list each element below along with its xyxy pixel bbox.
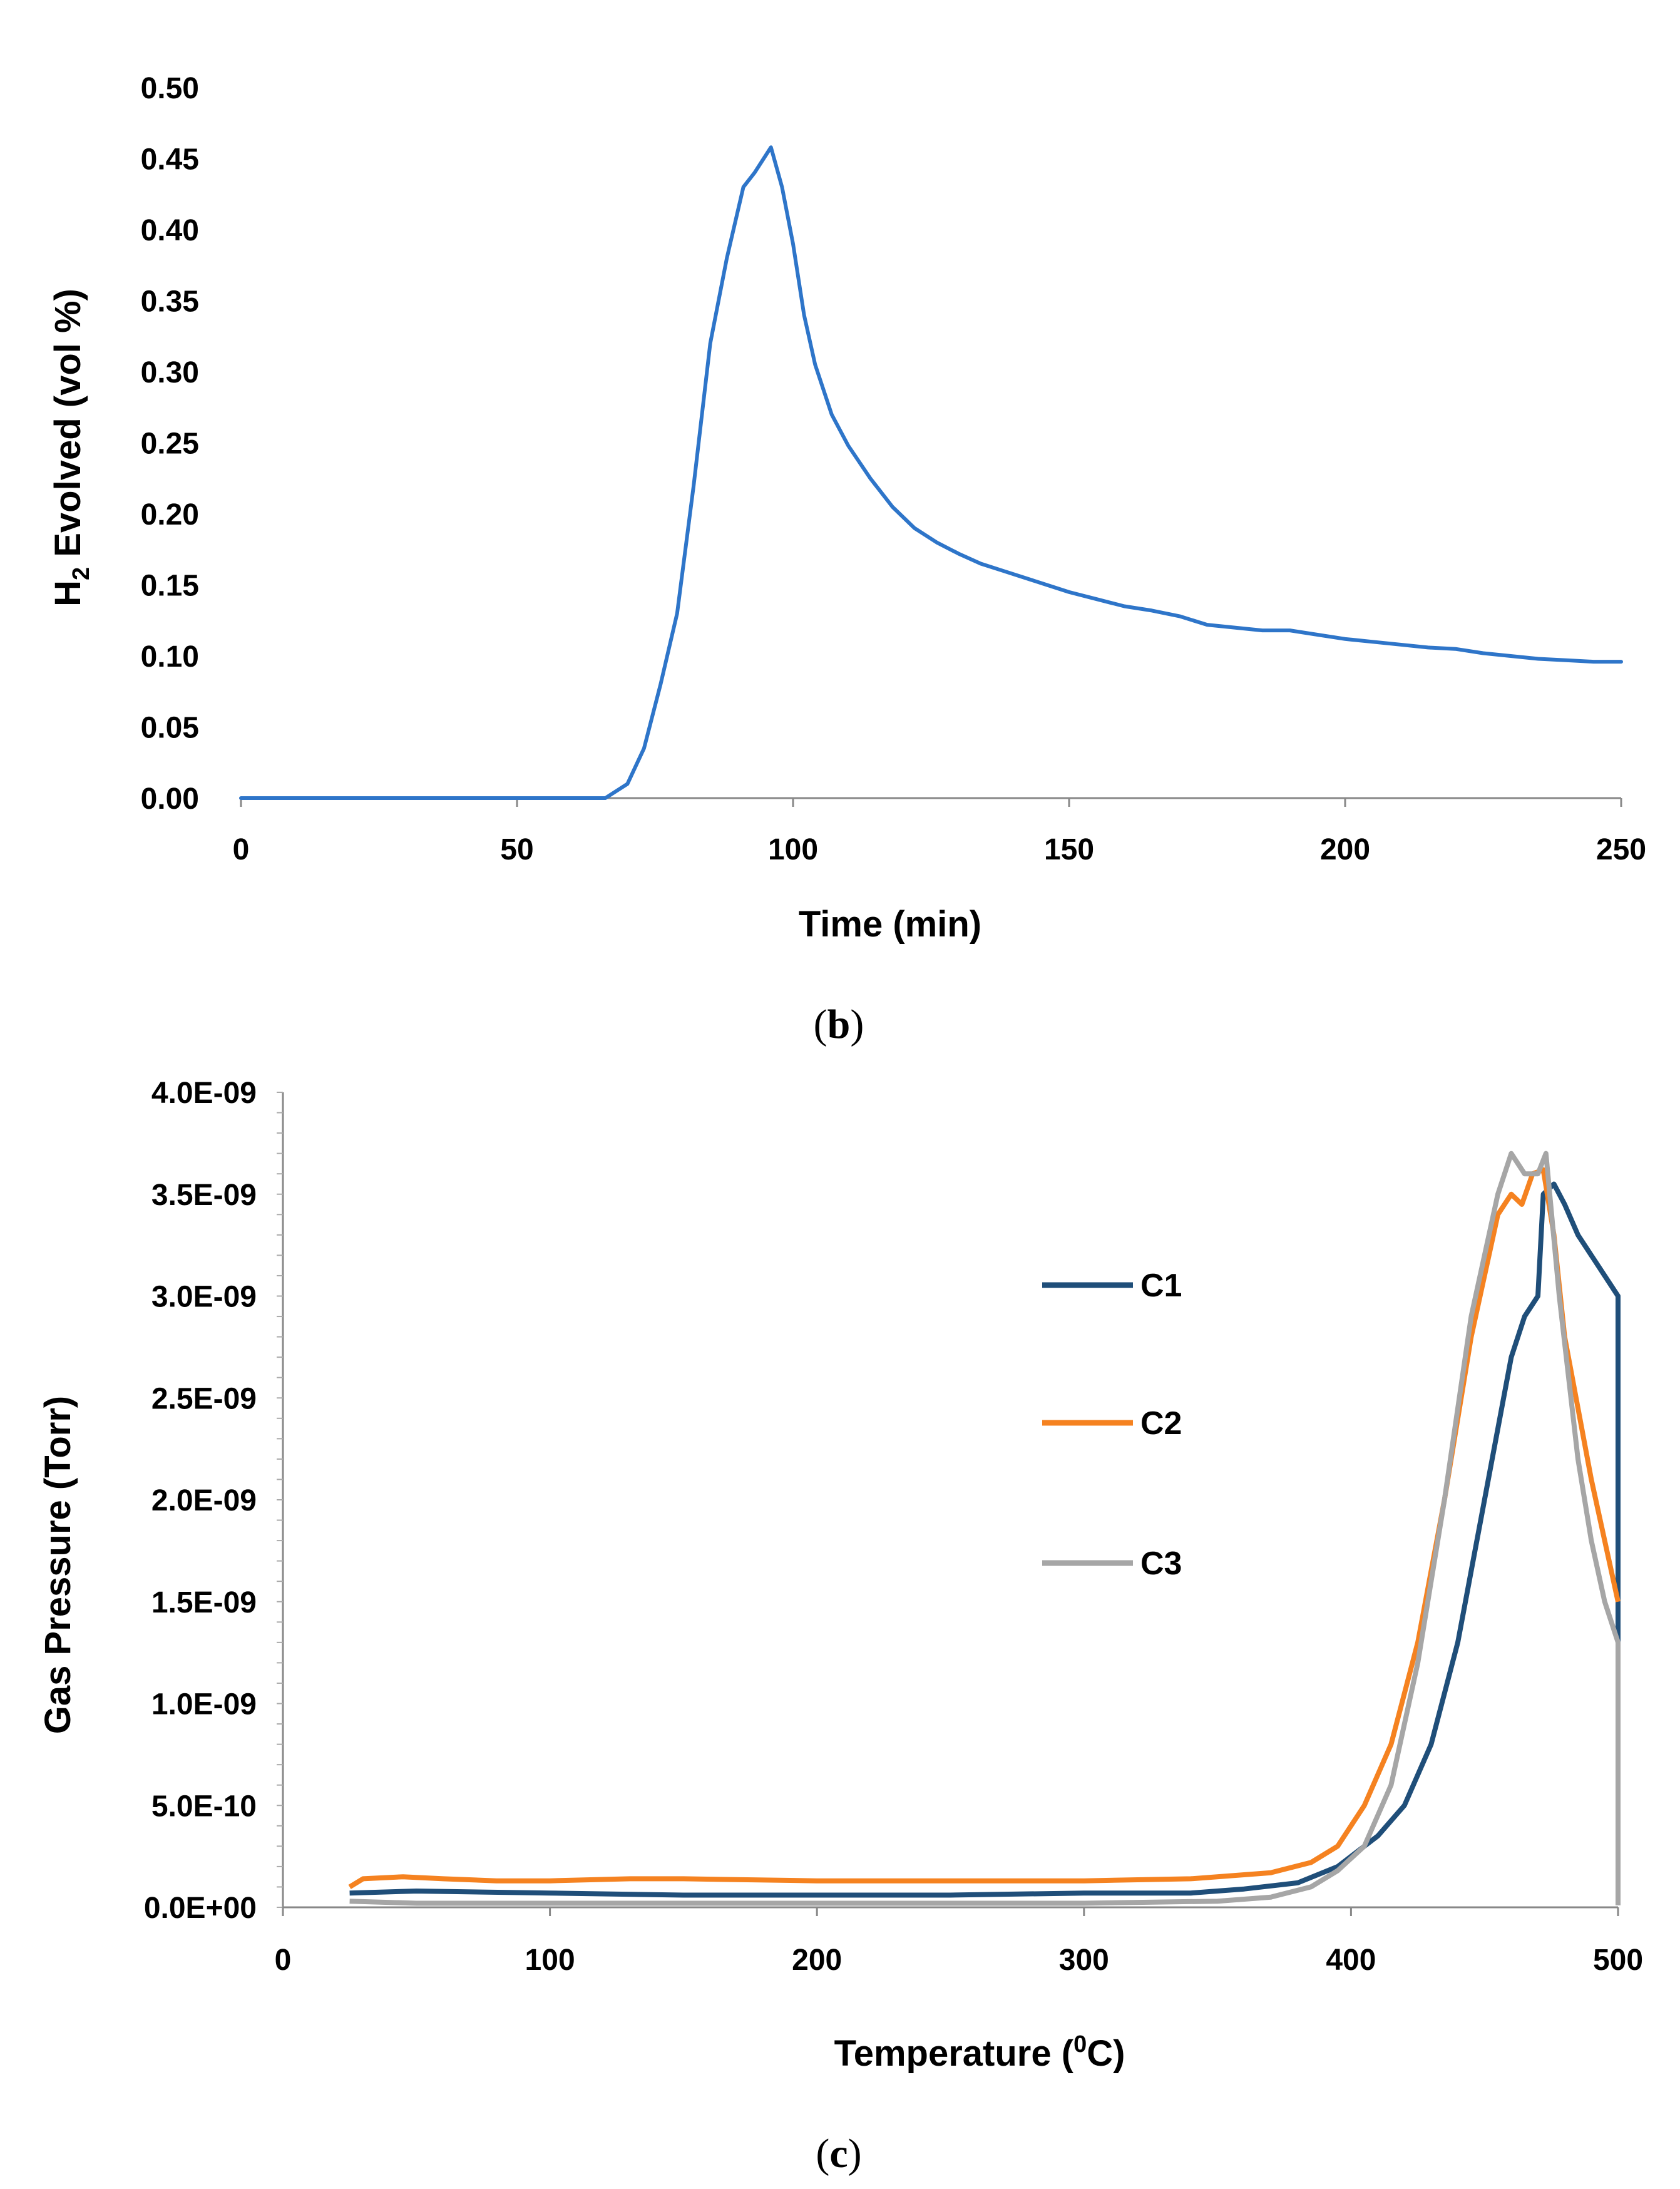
x-tick-labels: 0 100 200 300 400 500 [275,1944,1643,1977]
x-axis-title: Temperature (0C) [834,2031,1125,2074]
caption-b: (b) [814,1002,864,1047]
x-axis-title-main: Temperature ( [834,2033,1074,2074]
x-tick-label: 200 [1320,833,1370,866]
caption-c-letter: c [829,2131,848,2176]
y-tick-label: 1.0E-09 [151,1688,257,1721]
legend-label-c2: C2 [1140,1405,1182,1442]
x-tick-labels: 0 50 100 150 200 250 [233,833,1646,866]
y-tick-label: 1.5E-09 [151,1586,257,1619]
y-tick-label: 0.40 [141,214,199,247]
series-line-c2 [348,1167,1621,1889]
caption-c-open: ( [816,2131,829,2176]
y-tick-label: 0.45 [141,143,199,177]
y-tick-label: 0.15 [141,570,199,603]
x-tick-label: 100 [525,1944,575,1977]
y-axis-title-subscript: 2 [68,567,95,580]
series-line-c3 [349,1151,1621,1906]
legend-label-c3: C3 [1140,1546,1182,1582]
y-tick-labels: 0.0E+00 5.0E-10 1.0E-09 1.5E-09 2.0E-09 2.5E-… [144,1077,257,1925]
x-tick-label: 300 [1059,1944,1109,1977]
x-tick-label: 0 [275,1944,292,1977]
y-axis-title-main: H [48,580,88,607]
x-axis-title-superscript: 0 [1073,2031,1087,2058]
x-tick-label: 0 [233,833,250,866]
x-axis-title: Time (min) [799,904,981,945]
y-tick-label: 5.0E-10 [151,1790,257,1823]
series-line-c1 [349,1181,1621,1904]
y-axis-title: H2 Evolved (vol %) [48,289,95,607]
y-tick-label: 0.05 [141,712,199,745]
y-tick-label: 3.5E-09 [151,1179,257,1212]
x-tick-marks [282,1907,1619,1916]
x-tick-label: 250 [1596,833,1646,866]
series-line-h2 [239,145,1623,800]
y-tick-label: 2.0E-09 [151,1484,257,1517]
x-tick-label: 400 [1326,1944,1376,1977]
x-tick-label: 100 [768,833,818,866]
caption-c: (c) [816,2131,861,2176]
y-tick-label: 4.0E-09 [151,1077,257,1110]
y-tick-label: 0.25 [141,428,199,461]
y-axis-title-rest: Evolved (vol %) [48,289,88,567]
caption-b-open: ( [814,1002,827,1047]
chart-h2-evolved: 0.00 0.05 0.10 0.15 0.20 0.25 0.30 0.35 0.40 0.45… [48,72,1646,1047]
x-tick-label: 50 [500,833,533,866]
chart-gas-pressure: 0.0E+00 5.0E-10 1.0E-09 1.5E-09 2.0E-09 2.5E-… [38,1077,1643,2176]
y-tick-label: 0.00 [141,782,199,816]
series-group [348,1151,1621,1906]
y-axis-title: Gas Pressure (Torr) [38,1396,78,1734]
caption-c-close: ) [848,2131,862,2176]
y-tick-label: 0.30 [141,356,199,389]
x-tick-label: 500 [1593,1944,1643,1977]
legend: C1 C2 C3 [1042,1268,1182,1582]
y-tick-label: 0.20 [141,498,199,531]
y-tick-label: 3.0E-09 [151,1281,257,1314]
y-minor-ticks [277,1092,283,1908]
caption-b-letter: b [827,1002,851,1047]
x-axis-title-rest: C) [1087,2033,1125,2074]
y-tick-label: 0.0E+00 [144,1892,257,1925]
y-tick-labels: 0.00 0.05 0.10 0.15 0.20 0.25 0.30 0.35 0.40 0.45… [141,72,199,816]
series-group [239,145,1623,800]
y-tick-label: 0.10 [141,640,199,674]
legend-label-c1: C1 [1140,1268,1182,1304]
y-tick-label: 0.35 [141,285,199,319]
y-tick-label: 2.5E-09 [151,1382,257,1415]
x-tick-label: 200 [792,1944,842,1977]
caption-b-close: ) [850,1002,864,1047]
y-tick-label: 0.50 [141,72,199,105]
x-tick-label: 150 [1044,833,1094,866]
